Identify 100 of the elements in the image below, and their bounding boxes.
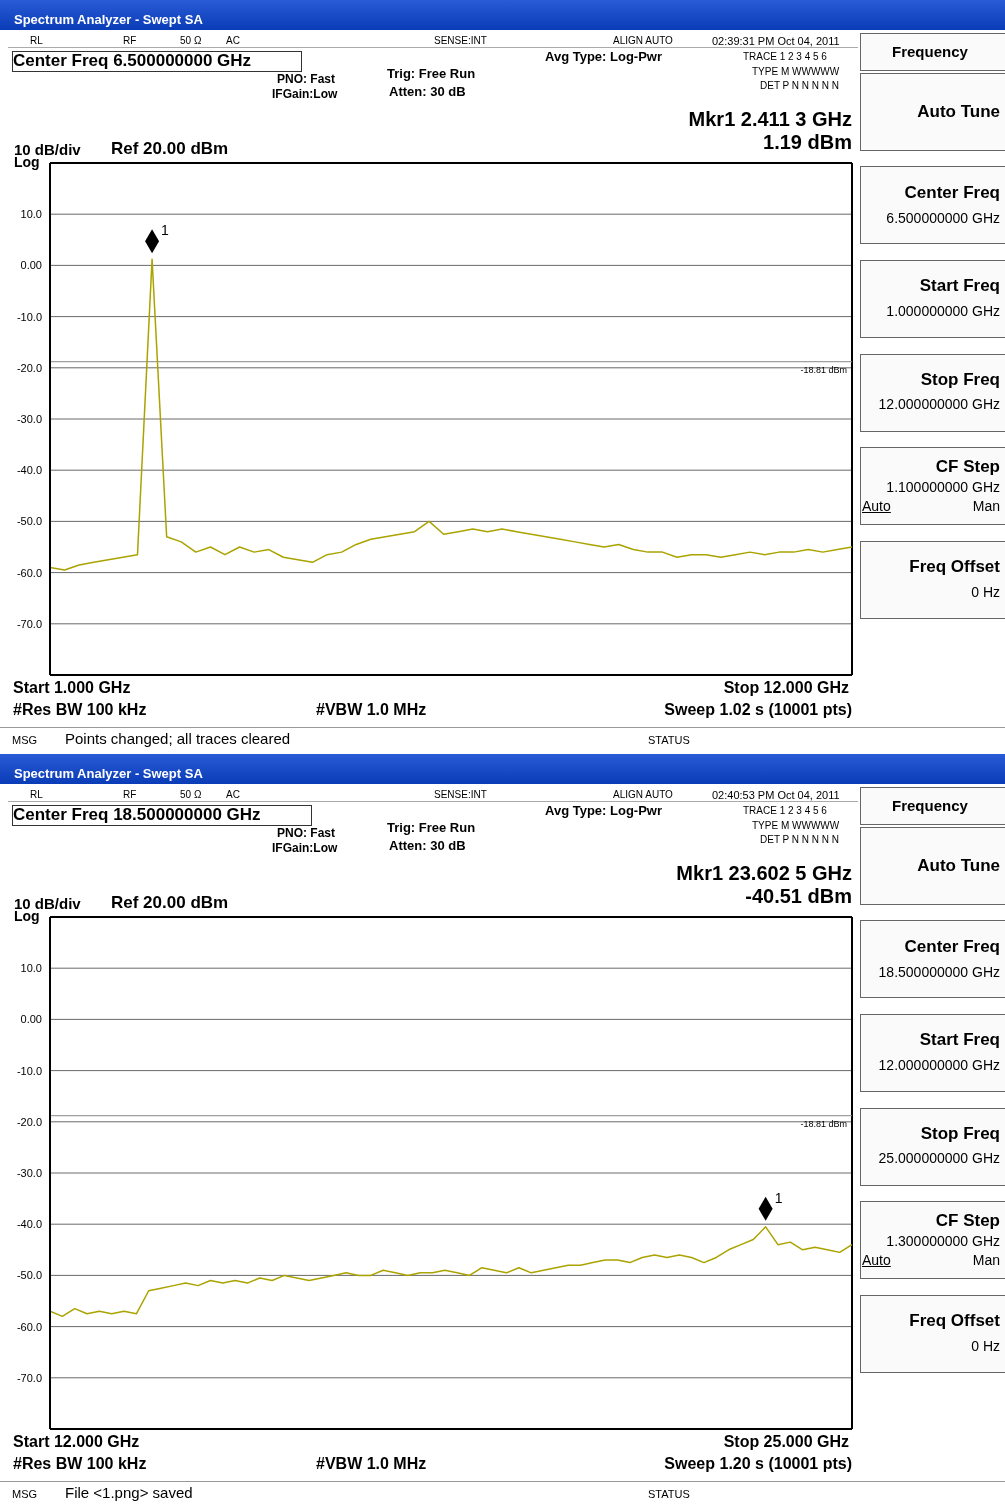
text: Center Freq 6.500000000 GHz	[12, 51, 303, 72]
y-tick-label: -50.0	[16, 1269, 42, 1282]
text: Man	[972, 498, 1000, 515]
text: 0 Hz	[971, 584, 1000, 601]
text: Auto Tune	[917, 102, 1000, 122]
text: RF	[123, 789, 137, 800]
text: Auto	[862, 498, 891, 515]
y-tick-label: -50.0	[16, 515, 42, 528]
text: MSG	[12, 1488, 38, 1501]
text: -40.51 dBm	[745, 885, 852, 907]
text: 02:40:53 PM Oct 04, 2011	[712, 789, 840, 802]
text: IFGain:Low	[272, 841, 338, 856]
text: Mkr1 23.602 5 GHz	[676, 862, 852, 884]
text: Auto Tune	[917, 856, 1000, 876]
text: Stop 25.000 GHz	[723, 1433, 849, 1451]
text: Ref 20.00 dBm	[111, 893, 229, 913]
chart-title: Spectrum Analyzer - Swept SA	[14, 766, 203, 781]
y-tick-label: -30.0	[16, 1166, 42, 1179]
y-tick-label: 10.0	[20, 962, 42, 975]
y-tick-label: 0.00	[20, 259, 42, 272]
text: 1.100000000 GHz	[886, 479, 1000, 496]
text: Auto	[862, 1252, 891, 1269]
text: Trig: Free Run	[387, 66, 476, 82]
text: RL	[30, 789, 43, 800]
y-tick-label: -60.0	[16, 566, 42, 579]
text: 1.300000000 GHz	[886, 1233, 1000, 1250]
text: #Res BW 100 kHz	[13, 701, 147, 719]
text: Atten: 30 dB	[389, 838, 466, 854]
y-tick-label: -60.0	[16, 1320, 42, 1333]
line-series	[50, 258, 852, 571]
text: Sweep 1.02 s (10001 pts)	[664, 701, 852, 719]
text: File <1.png> saved	[65, 1484, 193, 1502]
y-tick-label: -70.0	[16, 1371, 42, 1384]
text: ALIGN AUTO	[613, 789, 673, 800]
text: TYPE M WWWWW	[752, 66, 840, 77]
y-tick-label: -10.0	[16, 1064, 42, 1077]
text: CF Step	[935, 457, 1000, 477]
text: RL	[30, 35, 43, 46]
chart-title: Spectrum Analyzer - Swept SA	[14, 12, 203, 27]
text: 1.19 dBm	[763, 131, 852, 153]
y-tick-label: -30.0	[16, 412, 42, 425]
text: AC	[226, 35, 240, 46]
text: DET P N N N N N	[760, 80, 840, 91]
y-tick-label: -20.0	[16, 1115, 42, 1128]
text: TRACE 1 2 3 4 5 6	[743, 805, 827, 816]
y-tick-label: -70.0	[16, 617, 42, 630]
text: DET P N N N N N	[760, 834, 840, 845]
text: Frequency	[892, 43, 968, 61]
text: Avg Type: Log-Pwr	[545, 49, 662, 65]
text: TYPE M WWWWW	[752, 820, 840, 831]
text: 25.000000000 GHz	[878, 1150, 1000, 1167]
text: Mkr1 2.411 3 GHz	[688, 108, 852, 130]
text: 1.000000000 GHz	[886, 303, 1000, 320]
annotation: 1	[774, 1189, 783, 1206]
text: Freq Offset	[909, 557, 1000, 577]
text: Start 1.000 GHz	[13, 679, 131, 697]
text: Sweep 1.20 s (10001 pts)	[664, 1455, 852, 1473]
text: 50 Ω	[180, 789, 202, 800]
text: 6.500000000 GHz	[886, 210, 1000, 227]
text: ALIGN AUTO	[613, 35, 673, 46]
text: Start 12.000 GHz	[13, 1433, 140, 1451]
text: TRACE 1 2 3 4 5 6	[743, 51, 827, 62]
text: AC	[226, 789, 240, 800]
text: #VBW 1.0 MHz	[316, 701, 427, 719]
text: Avg Type: Log-Pwr	[545, 803, 662, 819]
text: #Res BW 100 kHz	[13, 1455, 147, 1473]
line-series	[50, 1226, 852, 1318]
y-tick-label: -40.0	[16, 464, 42, 477]
text: 12.000000000 GHz	[878, 1057, 1000, 1074]
text: MSG	[12, 734, 38, 747]
text: PNO: Fast	[277, 826, 336, 841]
text: STATUS	[648, 734, 690, 747]
y-tick-label: -20.0	[16, 361, 42, 374]
text: 0 Hz	[971, 1338, 1000, 1355]
text: Center Freq	[904, 937, 1000, 957]
text: 50 Ω	[180, 35, 202, 46]
text: #VBW 1.0 MHz	[316, 1455, 427, 1473]
text: Frequency	[892, 797, 968, 815]
y-tick-label: -10.0	[16, 310, 42, 323]
text: STATUS	[648, 1488, 690, 1501]
text: PNO: Fast	[277, 72, 336, 87]
text: 18.500000000 GHz	[878, 964, 1000, 981]
text: Stop Freq	[920, 370, 1000, 390]
text: Ref 20.00 dBm	[111, 139, 229, 159]
text: Stop 12.000 GHz	[723, 679, 849, 697]
ref-line-label: -18.81 dBm	[800, 1119, 847, 1130]
text: Center Freq 18.500000000 GHz	[12, 805, 312, 826]
text: SENSE:INT	[434, 789, 487, 800]
text: Freq Offset	[909, 1311, 1000, 1331]
text: Stop Freq	[920, 1124, 1000, 1144]
text: Trig: Free Run	[387, 820, 476, 836]
ref-line-label: -18.81 dBm	[800, 365, 847, 376]
annotation: 1	[161, 222, 170, 239]
text: RF	[123, 35, 137, 46]
text: Atten: 30 dB	[389, 84, 466, 100]
y-tick-label: 10.0	[20, 208, 42, 221]
y-tick-label: 0.00	[20, 1013, 42, 1026]
text: Start Freq	[919, 276, 1000, 296]
y-tick-label: -40.0	[16, 1218, 42, 1231]
text: CF Step	[935, 1211, 1000, 1231]
